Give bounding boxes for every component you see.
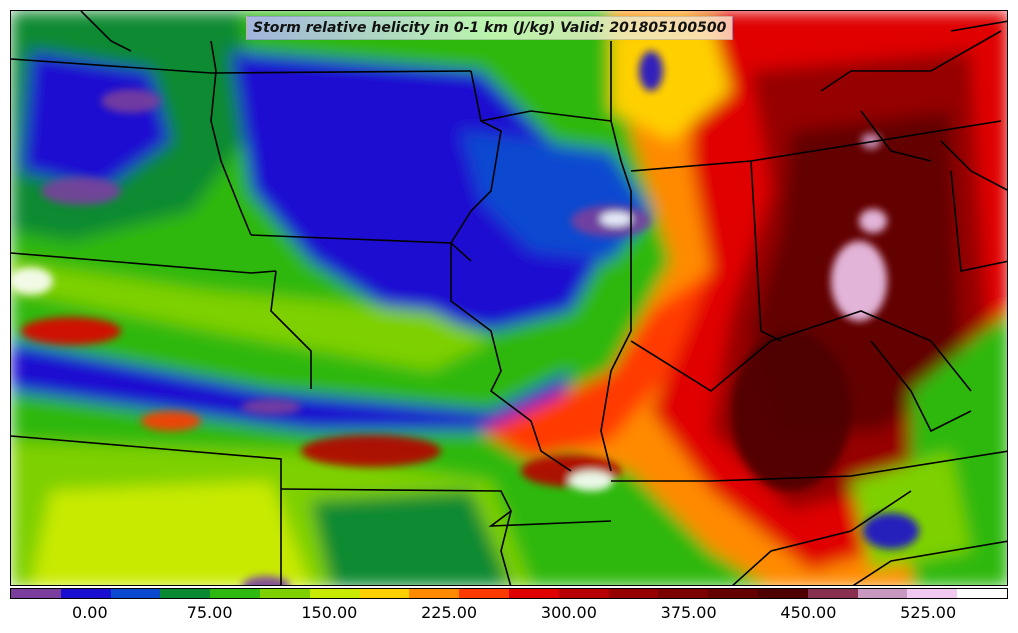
colorbar-segment bbox=[259, 589, 310, 598]
colorbar bbox=[10, 588, 1008, 599]
colorbar-tick-label: 75.00 bbox=[186, 603, 233, 622]
helicity-field bbox=[11, 11, 1007, 585]
colorbar-tick-label: 375.00 bbox=[660, 603, 717, 622]
colorbar-segment bbox=[409, 589, 460, 598]
colorbar-tick-labels: 0.00 75.00 150.00 225.00 300.00 375.00 450.00 5… bbox=[10, 601, 1008, 625]
colorbar-segment bbox=[508, 589, 559, 598]
colorbar-tick-label: 300.00 bbox=[540, 603, 597, 622]
map-frame bbox=[10, 10, 1008, 586]
colorbar-segment bbox=[558, 589, 609, 598]
colorbar-segment bbox=[957, 589, 1007, 598]
colorbar-segment bbox=[807, 589, 858, 598]
colorbar-segment bbox=[110, 589, 161, 598]
colorbar-segment bbox=[160, 589, 211, 598]
colorbar-segment bbox=[757, 589, 808, 598]
colorbar-tick-label: 525.00 bbox=[900, 603, 957, 622]
colorbar-segment bbox=[11, 589, 61, 598]
colorbar-tick-label: 0.00 bbox=[72, 603, 108, 622]
map-title: Storm relative helicity in 0-1 km (J/kg)… bbox=[246, 16, 734, 40]
helicity-map bbox=[11, 11, 1007, 585]
colorbar-tick-label: 225.00 bbox=[421, 603, 478, 622]
colorbar-segment bbox=[309, 589, 360, 598]
colorbar-tick-label: 450.00 bbox=[780, 603, 837, 622]
colorbar-segment bbox=[459, 589, 509, 598]
colorbar-tick-label: 150.00 bbox=[301, 603, 358, 622]
colorbar-segment bbox=[658, 589, 709, 598]
colorbar-segment bbox=[359, 589, 410, 598]
colorbar-segment bbox=[608, 589, 659, 598]
state-borders bbox=[11, 11, 1007, 585]
colorbar-segment bbox=[60, 589, 111, 598]
colorbar-segment bbox=[210, 589, 260, 598]
colorbar-segment bbox=[857, 589, 908, 598]
colorbar-segment bbox=[907, 589, 958, 598]
colorbar-segment bbox=[708, 589, 758, 598]
